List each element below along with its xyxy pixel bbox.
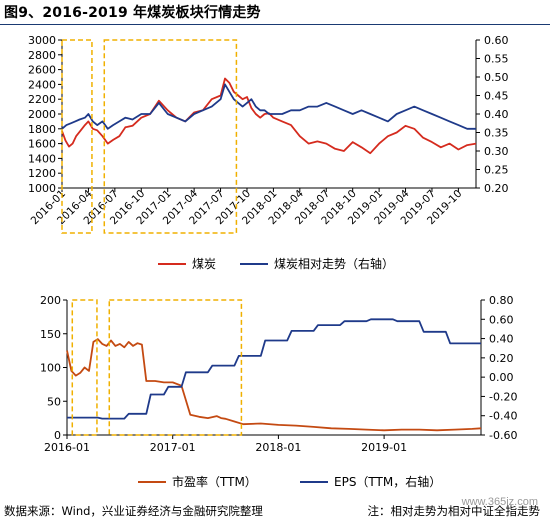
chart1-left-tick-label: 2600	[28, 64, 56, 77]
chart1-left-tick-label: 2800	[28, 49, 56, 62]
chart1-series-1-line	[61, 77, 477, 155]
chart2-legend-label-1: 市盈率（TTM）	[172, 474, 257, 489]
chart2-x-tick-label: 2018-01	[255, 441, 301, 454]
chart2-left-tick-label: 50	[47, 395, 61, 408]
chart1-left-tick-label: 1600	[28, 138, 56, 151]
chart2-left-tick-label: 100	[40, 362, 61, 375]
chart2-x-tick-label: 2017-01	[150, 441, 196, 454]
chart2-legend-label-2: EPS（TTM，右轴）	[334, 474, 441, 489]
chart1-left-tick-label: 2000	[28, 108, 56, 121]
chart1-right-tick-label: 0.50	[484, 71, 509, 84]
chart1-right-tick-label: 0.25	[484, 164, 509, 177]
chart2-left-tick-label: 200	[40, 294, 61, 307]
chart2-right-tick-label: 0.40	[489, 333, 514, 346]
chart1-left-tick-label: 2400	[28, 78, 56, 91]
chart2-highlight-box-1	[71, 299, 98, 436]
chart2-right-tick-label: 0.20	[489, 352, 514, 365]
chart2-x-tick-label: 2019-01	[361, 441, 407, 454]
chart1-right-tick-label: 0.45	[484, 90, 509, 103]
figure-title: 图9、2016-2019 年煤炭板块行情走势	[4, 5, 261, 21]
chart1-right-tick-label: 0.40	[484, 108, 509, 121]
chart1-left-tick-label: 1200	[28, 167, 56, 180]
chart2-right-tick-label: 0.60	[489, 313, 514, 326]
chart1-left-tick-label: 3000	[28, 34, 56, 47]
chart1-legend-label-1: 煤炭	[192, 257, 216, 271]
chart1-left-tick-label: 1800	[28, 123, 56, 136]
footnote: 注：相对走势为相对中证全指走势	[367, 504, 541, 518]
chart1-right-tick-label: 0.35	[484, 127, 509, 140]
chart2-left-tick-label: 150	[40, 328, 61, 341]
chart2-highlight-box-2	[108, 299, 243, 436]
chart2-right-tick-label: 0.00	[489, 371, 514, 384]
chart1-left-tick-label: 2200	[28, 93, 56, 106]
title-rule	[0, 24, 550, 25]
chart1-left-tick-label: 1000	[28, 182, 56, 195]
chart2-left-tick-label: 0	[54, 429, 61, 442]
chart1-right-tick-label: 0.60	[484, 34, 509, 47]
chart1-series-2-line	[61, 83, 476, 130]
chart1-right-tick-label: 0.30	[484, 145, 509, 158]
chart2-right-tick-label: 0.80	[489, 294, 514, 307]
watermark: www.365jz.com	[461, 496, 538, 508]
chart1-highlight-box-2	[103, 39, 238, 234]
source-note: 数据来源：Wind，兴业证券经济与金融研究院整理	[4, 504, 263, 518]
chart2-series-1-line	[66, 338, 482, 432]
chart2-right-tick-label: -0.60	[489, 429, 517, 442]
chart2-right-tick-label: -0.20	[489, 390, 517, 403]
chart2-x-tick-label: 2016-01	[44, 441, 90, 454]
chart1-legend-label-2: 煤炭相对走势（右轴）	[274, 256, 394, 271]
chart2-right-tick-label: -0.40	[489, 410, 517, 423]
chart1-left-tick-label: 1400	[28, 152, 56, 165]
chart1-right-tick-label: 0.20	[484, 182, 509, 195]
chart2-series-2-line	[67, 318, 481, 420]
chart1-right-tick-label: 0.55	[484, 53, 509, 66]
